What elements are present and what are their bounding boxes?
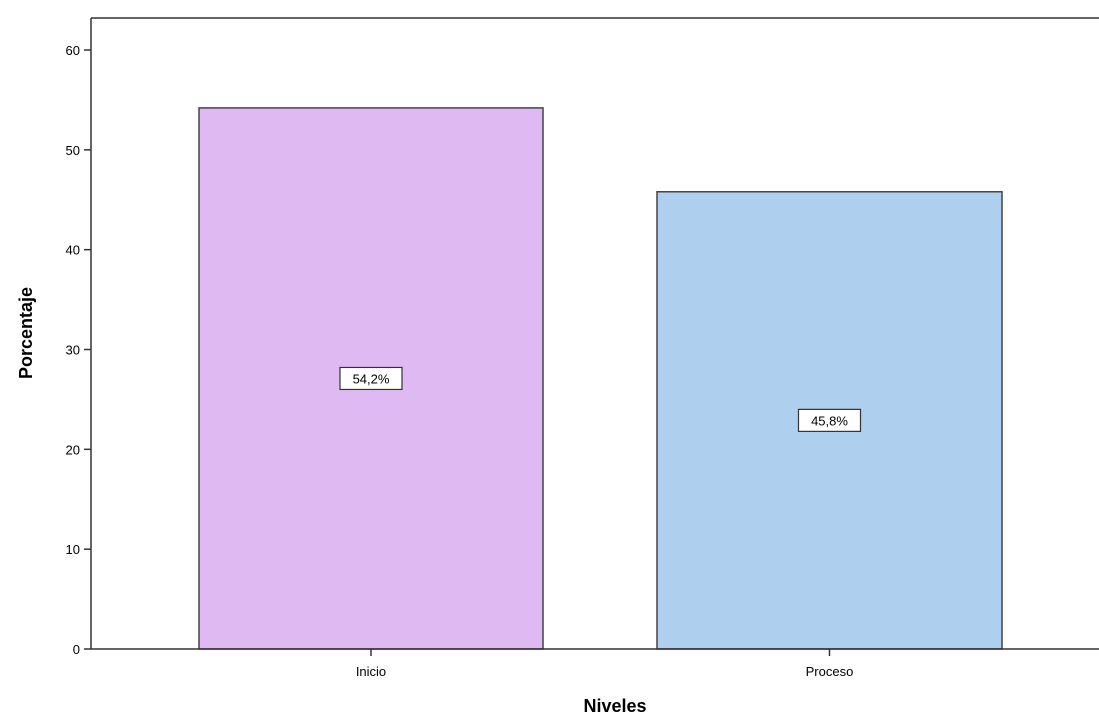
x-tick-label-proceso: Proceso — [806, 664, 854, 679]
y-tick-label: 60 — [66, 43, 80, 58]
data-label: 54,2% — [353, 371, 390, 386]
data-label: 45,8% — [811, 413, 848, 428]
x-axis-title: Niveles — [583, 696, 646, 715]
data-label-box — [339, 366, 403, 391]
y-axis-title: Porcentaje — [16, 287, 36, 379]
x-axis: Inicio Proceso — [91, 648, 1099, 679]
x-tick-label-inicio: Inicio — [356, 664, 386, 679]
y-tick-label: 50 — [66, 143, 80, 158]
y-tick-label: 0 — [73, 642, 80, 657]
y-axis: 0 10 20 30 40 50 60 — [66, 17, 1099, 657]
y-tick-label: 20 — [66, 442, 80, 457]
y-tick-label: 30 — [66, 343, 80, 358]
y-tick-label: 10 — [66, 542, 80, 557]
y-tick-label: 40 — [66, 243, 80, 258]
data-labels-group: 54,2% 45,8% — [339, 366, 862, 432]
data-label-box — [797, 408, 862, 432]
bars-group — [198, 107, 1003, 650]
